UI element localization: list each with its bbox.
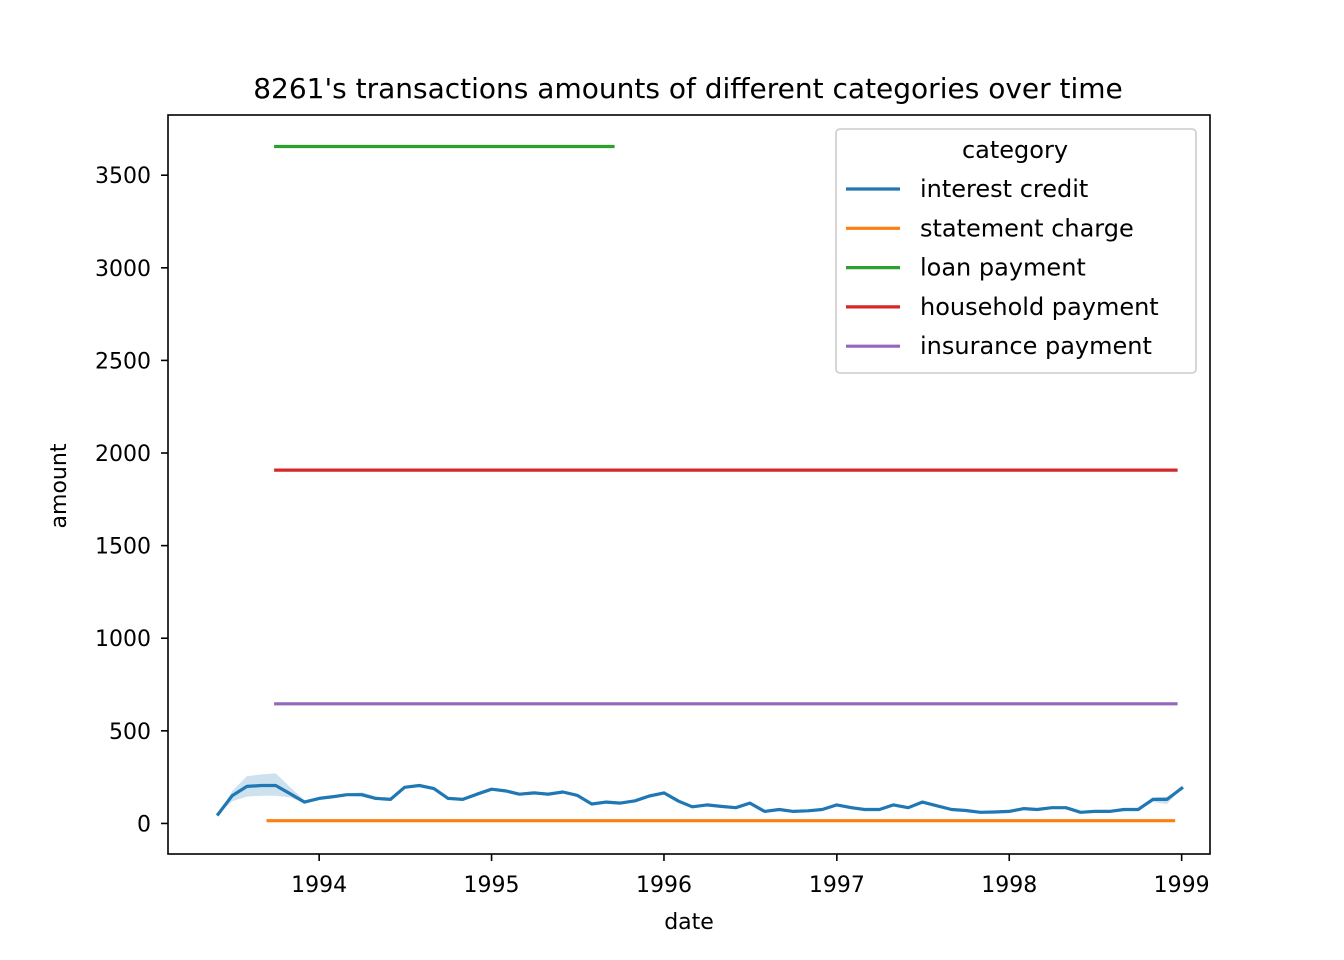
x-tick-label: 1995 [464, 873, 520, 898]
plot-frame [167, 114, 1211, 855]
y-tick-label: 2500 [95, 349, 151, 374]
y-tick-label: 0 [137, 812, 151, 837]
series-interest-credit-line [215, 783, 1184, 817]
y-tick-label: 3000 [95, 257, 151, 282]
x-tick-label: 1999 [1154, 873, 1210, 898]
y-tick-label: 500 [109, 720, 151, 745]
legend-frame [835, 128, 1197, 374]
y-tick-label: 2000 [95, 442, 151, 467]
legend-label-statement-charge: statement charge [920, 214, 1134, 242]
legend-title: category [962, 136, 1068, 164]
y-tick-label: 3500 [95, 164, 151, 189]
x-tick-label: 1998 [981, 873, 1037, 898]
x-axis-title: date [664, 910, 714, 935]
x-tick-label: 1994 [291, 873, 347, 898]
legend-label-household-payment: household payment [920, 293, 1159, 321]
chart-title: 8261's transactions amounts of different… [253, 72, 1123, 105]
y-tick-label: 1500 [95, 535, 151, 560]
legend-label-loan-payment: loan payment [920, 254, 1086, 282]
legend-label-insurance-payment: insurance payment [920, 332, 1152, 360]
y-tick-label: 1000 [95, 627, 151, 652]
y-axis-title: amount [47, 443, 72, 528]
legend: category interest credit statement charge l… [835, 128, 1197, 374]
legend-label-interest-credit: interest credit [920, 175, 1088, 203]
x-tick-label: 1996 [636, 873, 692, 898]
x-tick-label: 1997 [809, 873, 865, 898]
